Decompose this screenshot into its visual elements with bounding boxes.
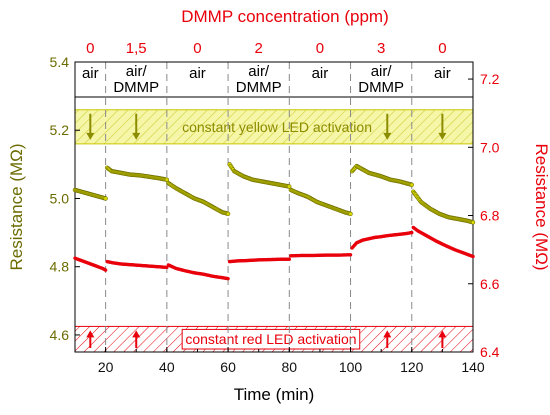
- concentration-label: 3: [377, 40, 385, 57]
- red-led-arrowhead: [132, 330, 141, 338]
- yellow-led-arrowhead: [438, 132, 447, 140]
- right-tick-label: 7.0: [480, 139, 500, 155]
- yellow-data-point: [470, 220, 476, 225]
- red-led-arrowhead: [86, 330, 95, 338]
- right-tick-label: 6.6: [480, 276, 500, 292]
- right-axis-title: Resistance (MΩ): [532, 143, 550, 270]
- concentration-label: 2: [255, 40, 263, 57]
- red-data-point: [471, 254, 475, 259]
- yellow-data-point: [409, 182, 414, 188]
- concentration-label: 0: [86, 40, 94, 57]
- left-tick-label: 5.4: [50, 54, 70, 70]
- yellow-led-arrowhead: [86, 132, 95, 140]
- yellow-led-arrowhead: [132, 132, 141, 140]
- phase-label: DMMP: [113, 79, 159, 96]
- left-tick-label: 5.2: [50, 122, 70, 138]
- concentration-label: 1,5: [126, 40, 147, 57]
- x-tick-label: 60: [220, 359, 236, 375]
- red-led-arrowhead: [383, 330, 392, 338]
- x-tick-label: 100: [339, 359, 363, 375]
- left-axis-title: Resistance (MΩ): [7, 143, 26, 270]
- x-tick-label: 120: [400, 359, 424, 375]
- phase-label: air: [189, 65, 206, 82]
- x-tick-label: 140: [461, 359, 485, 375]
- phase-label: air: [312, 65, 329, 82]
- red-data-point: [287, 257, 292, 261]
- red-band-label-box: [181, 328, 361, 350]
- concentration-label: 0: [438, 40, 446, 57]
- phase-label: DMMP: [358, 79, 404, 96]
- left-tick-label: 4.8: [50, 259, 70, 275]
- red-resistance-series: [73, 225, 475, 281]
- right-tick-label: 6.4: [480, 344, 500, 360]
- right-tick-label: 6.8: [480, 208, 500, 224]
- yellow-led-arrowhead: [383, 132, 392, 140]
- x-axis-title: Time (min): [234, 385, 315, 404]
- concentration-label: 0: [193, 40, 201, 57]
- phase-label: air/: [248, 63, 270, 80]
- red-led-arrowhead: [438, 330, 447, 338]
- concentration-label: 0: [316, 40, 324, 57]
- yellow-band-label: constant yellow LED activation: [182, 119, 372, 135]
- red-data-point: [348, 253, 353, 257]
- yellow-resistance-series: [72, 162, 476, 225]
- yellow-data-point: [348, 211, 353, 217]
- x-tick-label: 80: [282, 359, 298, 375]
- red-band-label: constant red LED activation: [185, 331, 356, 347]
- left-tick-label: 5.0: [50, 190, 70, 206]
- phase-label: air: [434, 65, 451, 82]
- phase-label: air/: [126, 63, 148, 80]
- chart-title: DMMP concentration (ppm): [181, 7, 389, 26]
- yellow-data-point: [225, 211, 231, 217]
- left-tick-label: 4.6: [50, 327, 70, 343]
- red-data-point: [103, 268, 108, 272]
- yellow-data-point: [103, 196, 108, 201]
- phase-label: air/: [371, 63, 393, 80]
- phase-label: air: [82, 65, 99, 82]
- x-tick-label: 40: [159, 359, 175, 375]
- right-tick-label: 7.2: [480, 71, 500, 87]
- x-tick-label: 20: [98, 359, 114, 375]
- yellow-led-band: [74, 109, 474, 145]
- red-data-point: [410, 230, 414, 235]
- plot-frame: [74, 61, 474, 353]
- phase-label: DMMP: [236, 79, 282, 96]
- red-data-point: [226, 276, 230, 281]
